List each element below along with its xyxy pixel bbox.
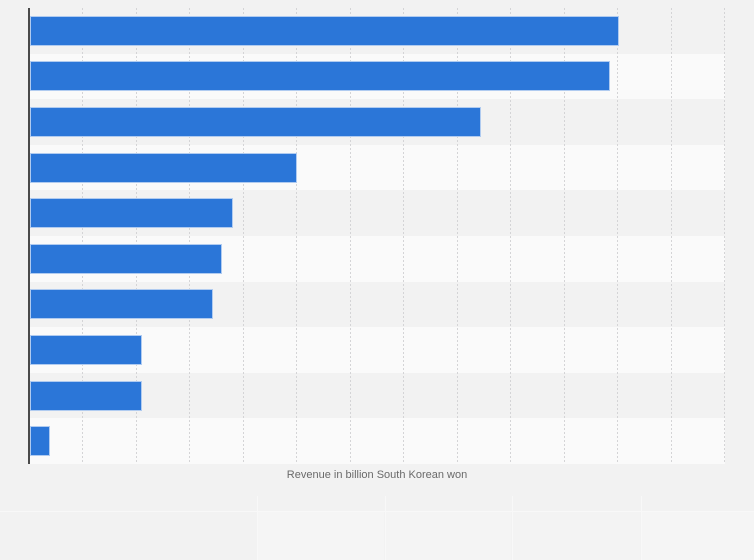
footer-block	[386, 512, 511, 560]
page-footer-blocks	[0, 496, 754, 560]
bar[interactable]	[30, 15, 620, 46]
footer-separator-line	[0, 511, 754, 512]
footer-block	[258, 512, 384, 560]
bar[interactable]	[30, 107, 481, 137]
bar[interactable]	[30, 152, 298, 183]
bar[interactable]	[30, 243, 222, 274]
row-stripe	[30, 418, 725, 464]
footer-block	[642, 512, 754, 560]
footer-divider	[512, 496, 513, 560]
footer-block	[0, 512, 256, 560]
footer-block	[513, 512, 640, 560]
plot-area	[28, 8, 725, 464]
y-axis-line	[28, 8, 30, 464]
bar[interactable]	[30, 289, 214, 320]
footer-divider	[385, 496, 386, 560]
gridline	[671, 8, 672, 464]
footer-divider	[257, 496, 258, 560]
bar[interactable]	[30, 61, 611, 92]
bar[interactable]	[30, 198, 233, 229]
bar[interactable]	[30, 335, 143, 365]
gridline	[724, 8, 725, 464]
bar[interactable]	[30, 380, 142, 411]
footer-divider	[641, 496, 642, 560]
gridline	[617, 8, 618, 464]
x-axis-title: Revenue in billion South Korean won	[286, 469, 468, 481]
bar[interactable]	[30, 426, 50, 457]
